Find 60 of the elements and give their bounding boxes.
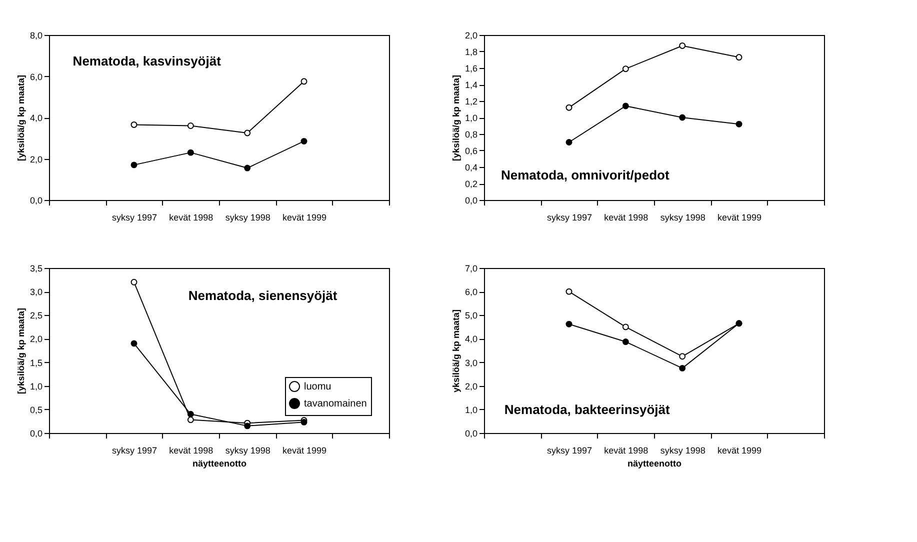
x-tick-label: kevät 1998 xyxy=(604,446,648,456)
y-tick-label: 0,5 xyxy=(30,404,42,415)
y-axis-title: [yksilöä/g kp maata] xyxy=(450,74,461,162)
text: Nematoda, omnivorit/pedot xyxy=(501,167,670,182)
y-tick-label: 3,0 xyxy=(464,358,478,368)
legend-label: tavanomainen xyxy=(304,398,367,410)
y-tick-label: 2,0 xyxy=(30,334,42,344)
y-tick-label: 2,5 xyxy=(30,310,42,321)
x-tick-label: kevät 1998 xyxy=(604,212,648,222)
x-tick-label: syksy 1998 xyxy=(660,446,706,456)
y-tick-label: 0,4 xyxy=(464,162,478,172)
y-tick-label: 1,0 xyxy=(464,404,478,415)
x-tick-label: syksy 1997 xyxy=(112,212,158,222)
x-tick-label: kevät 1999 xyxy=(717,212,762,222)
y-tick-label: 0,0 xyxy=(30,428,42,438)
y-tick-label: 3,0 xyxy=(30,287,42,298)
y-tick-label: 6,0 xyxy=(30,72,42,82)
y-tick-label: 1,4 xyxy=(464,80,478,90)
y-tick-label: 1,2 xyxy=(464,96,478,106)
y-tick-label: 1,8 xyxy=(464,47,478,57)
x-tick-label: syksy 1998 xyxy=(660,212,706,222)
x-tick-label: syksy 1997 xyxy=(112,446,158,456)
x-tick-label: syksy 1997 xyxy=(546,446,592,456)
x-tick-label: syksy 1998 xyxy=(225,446,270,456)
y-tick-label: 1,6 xyxy=(464,64,478,74)
y-tick-label: 2,0 xyxy=(464,30,478,40)
y-tick-label: 1,0 xyxy=(30,381,42,392)
x-tick-label: kevät 1998 xyxy=(169,446,214,456)
y-tick-label: 3,5 xyxy=(30,264,42,274)
y-axis-title: [yksilöä/g kp maata] xyxy=(16,74,26,162)
y-tick-label: 7,0 xyxy=(464,264,478,274)
y-tick-label: 4,0 xyxy=(464,334,478,344)
y-axis-title: [yksilöä/g kp maata] xyxy=(16,308,26,394)
x-tick-label: kevät 1999 xyxy=(282,212,327,222)
y-tick-label: 0,2 xyxy=(464,179,478,189)
y-tick-label: 0,6 xyxy=(464,146,478,156)
y-tick-label: 6,0 xyxy=(464,287,478,298)
y-tick-label: 1,5 xyxy=(30,358,42,368)
x-axis-title: näytteenotto xyxy=(192,458,247,468)
x-axis-title: näytteenotto xyxy=(628,458,682,468)
y-axis-title: yksilöä/g kp maata] xyxy=(450,309,461,393)
y-tick-label: 4,0 xyxy=(30,113,42,123)
x-tick-label: kevät 1999 xyxy=(282,446,327,456)
text: Nematoda, kasvinsyöjät xyxy=(72,53,222,68)
text: Nematoda, bakteerinsyöjät xyxy=(504,402,671,417)
y-tick-label: 2,0 xyxy=(464,381,478,392)
y-tick-label: 5,0 xyxy=(464,310,478,321)
x-tick-label: kevät 1999 xyxy=(717,446,762,456)
legend-label: luomu xyxy=(304,382,332,392)
x-tick-label: syksy 1998 xyxy=(225,212,270,222)
text: Nematoda, sienensyöjät xyxy=(188,288,338,304)
y-tick-label: 1,0 xyxy=(464,113,478,123)
y-tick-label: 8,0 xyxy=(30,30,42,40)
x-tick-label: kevät 1998 xyxy=(169,212,214,222)
x-tick-label: syksy 1997 xyxy=(546,212,592,222)
y-tick-label: 2,0 xyxy=(30,154,42,164)
y-tick-label: 0,0 xyxy=(464,196,478,206)
y-tick-label: 0,0 xyxy=(464,428,478,438)
y-tick-label: 0,8 xyxy=(464,130,478,140)
y-tick-label: 0,0 xyxy=(30,196,42,206)
